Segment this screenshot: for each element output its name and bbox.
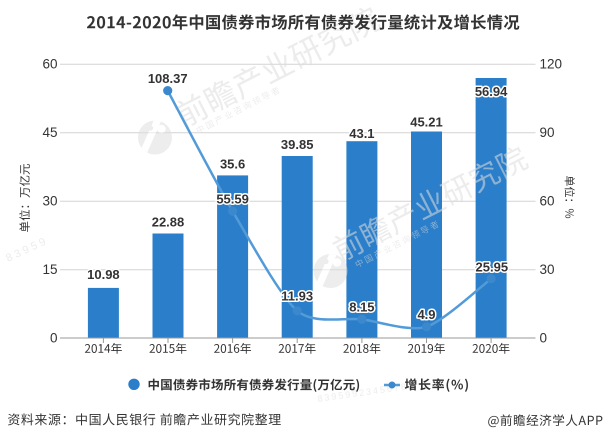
svg-text:45.21: 45.21 — [410, 115, 443, 130]
svg-text:22.88: 22.88 — [152, 215, 185, 230]
svg-text:15: 15 — [42, 262, 57, 277]
svg-text:45: 45 — [42, 125, 57, 140]
svg-text:25.95: 25.95 — [476, 259, 509, 274]
svg-text:8.15: 8.15 — [349, 300, 374, 315]
svg-text:35.6: 35.6 — [220, 156, 245, 171]
svg-text:30: 30 — [540, 262, 555, 277]
svg-text:10.98: 10.98 — [87, 267, 120, 282]
svg-text:60: 60 — [42, 57, 57, 72]
svg-text:11.93: 11.93 — [281, 289, 313, 304]
svg-text:30: 30 — [42, 194, 57, 209]
svg-text:108.37: 108.37 — [148, 71, 188, 86]
svg-text:60: 60 — [540, 194, 555, 209]
svg-text:39.85: 39.85 — [281, 137, 314, 152]
svg-text:0: 0 — [540, 331, 548, 346]
svg-text:43.1: 43.1 — [349, 126, 374, 141]
svg-text:56.94: 56.94 — [475, 84, 508, 99]
svg-text:0: 0 — [50, 331, 58, 346]
svg-text:90: 90 — [540, 125, 555, 140]
svg-text:55.59: 55.59 — [216, 192, 249, 207]
svg-text:4.9: 4.9 — [417, 307, 435, 322]
svg-text:120: 120 — [540, 57, 563, 72]
